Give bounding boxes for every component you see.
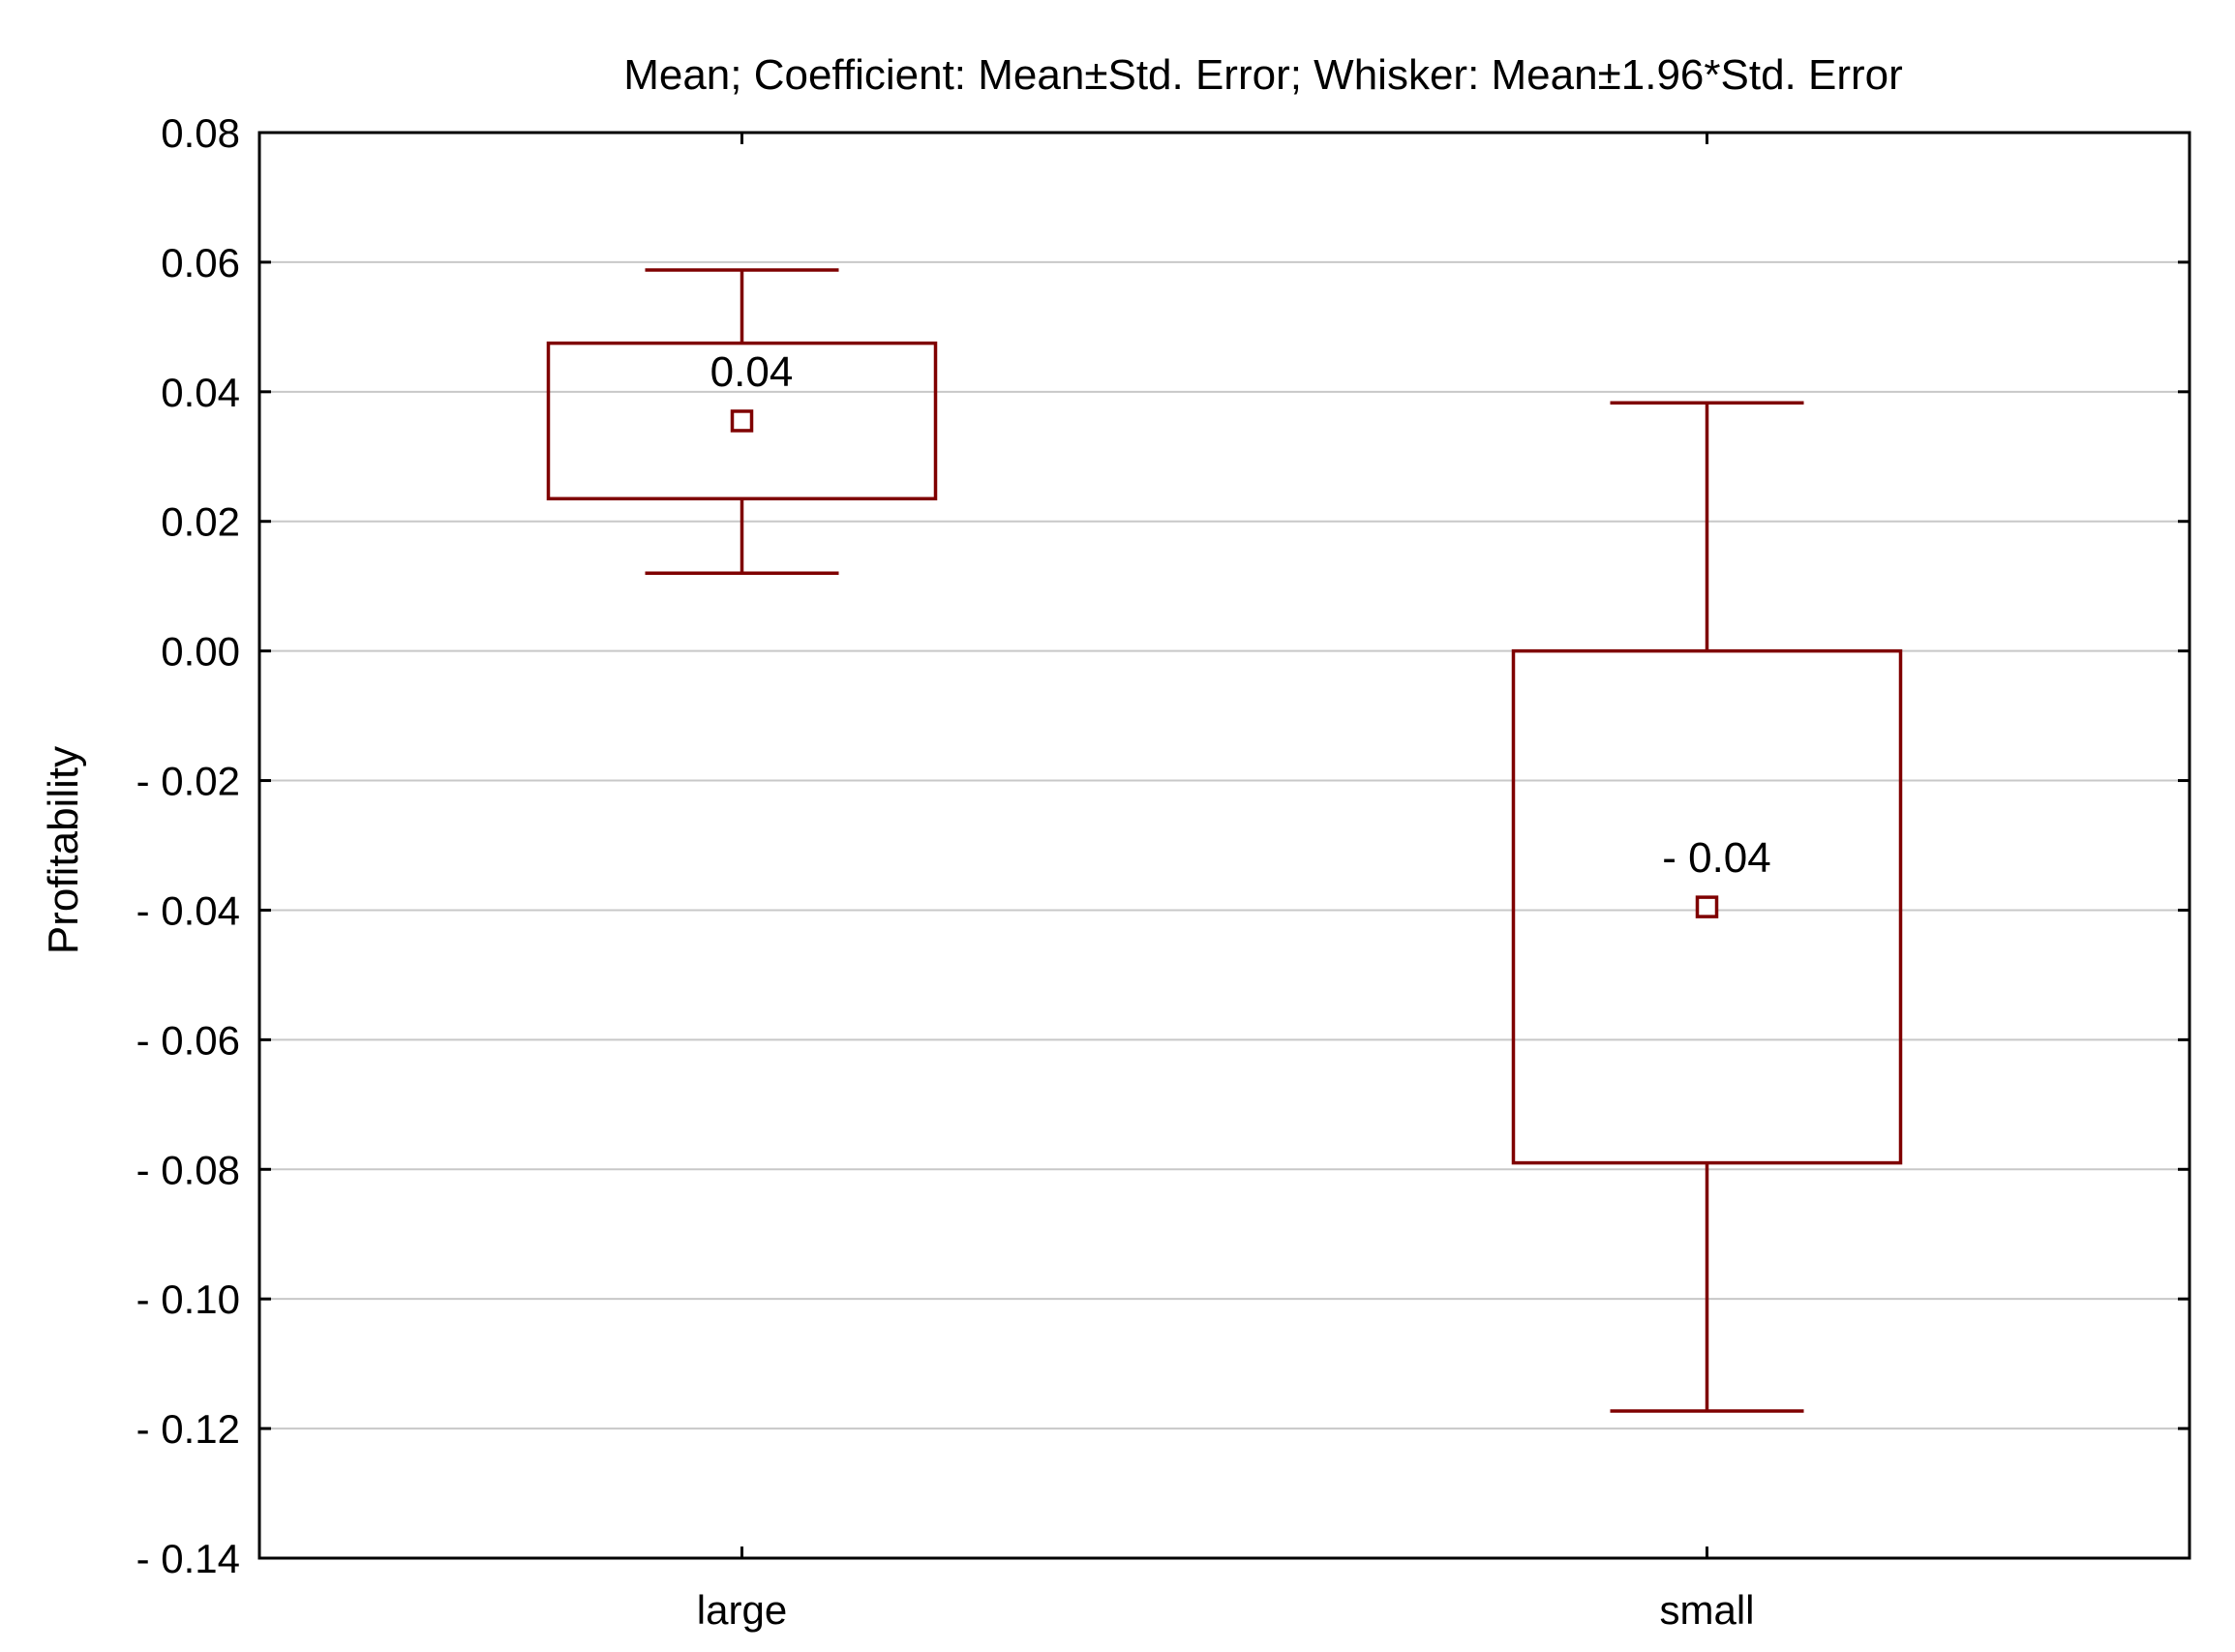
y-tick-label: - 0.12 [136, 1406, 240, 1452]
box-large [546, 341, 938, 501]
y-axis-label: Profitability [40, 746, 87, 954]
box-series: 0.04 - 0.04 [546, 268, 1903, 1413]
mean-marker [730, 409, 754, 433]
y-tick-label: 0.06 [161, 240, 240, 285]
chart-title: Mean; Coefficient: Mean±Std. Error; Whis… [623, 51, 1903, 99]
y-tick-label: - 0.14 [136, 1536, 240, 1581]
box-small [1511, 648, 1903, 1165]
y-tick-label: 0.04 [161, 370, 240, 415]
y-tick-label: 0.02 [161, 499, 240, 545]
y-tick-label: - 0.02 [136, 759, 240, 804]
mean-data-label: 0.04 [710, 348, 794, 396]
x-tick-label: large [697, 1587, 787, 1633]
mean-marker [1695, 895, 1719, 918]
y-tick-label: - 0.06 [136, 1017, 240, 1063]
y-axis-ticks: 0.08 0.06 0.04 0.02 0.00 - 0.02 - 0.04 - 0.06 - … [136, 110, 2190, 1581]
y-tick-label: - 0.04 [136, 887, 240, 933]
y-tick-label: 0.08 [161, 110, 240, 156]
y-tick-label: - 0.08 [136, 1147, 240, 1192]
y-tick-label: - 0.10 [136, 1277, 240, 1322]
y-tick-label: 0.00 [161, 629, 240, 675]
x-axis-ticks: large small [697, 133, 1755, 1633]
gridlines [259, 260, 2190, 1430]
mean-data-label: - 0.04 [1662, 834, 1771, 882]
plot-area-frame [257, 131, 2191, 1560]
x-tick-label: small [1659, 1587, 1754, 1633]
